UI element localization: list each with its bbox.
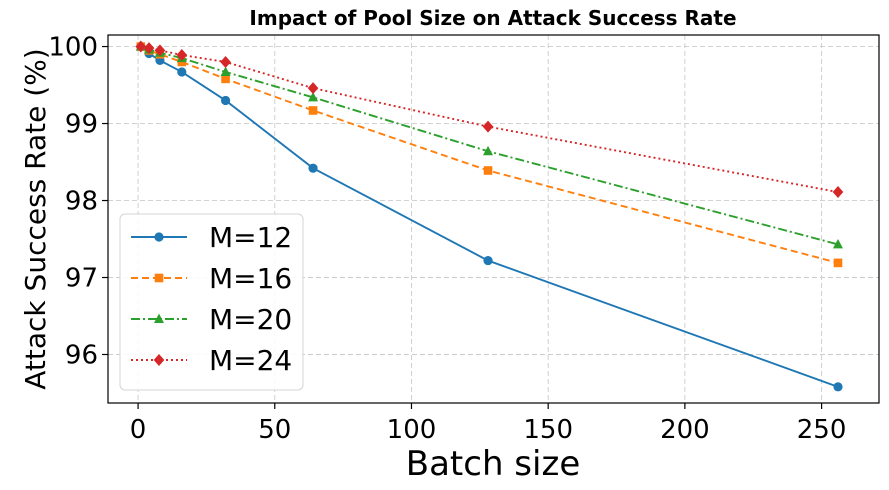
series-m-24 [135,40,844,199]
y-axis-label: Attack Success Rate (%) [19,48,52,389]
y-axis: 96 97 98 99 100 [48,33,108,370]
x-tick-label: 50 [258,415,291,445]
y-tick-label: 100 [48,33,98,63]
data-point [833,382,843,392]
data-point [220,95,231,106]
data-point [483,145,494,156]
data-point [308,163,318,173]
data-point [308,91,319,102]
data-point [482,120,494,133]
legend-marker [153,354,165,366]
x-tick-label: 150 [523,415,573,445]
legend-marker [154,232,164,242]
y-tick-label: 97 [65,264,98,294]
x-tick-label: 0 [130,415,147,445]
y-tick-label: 99 [65,110,98,140]
x-axis: 0 50 100 150 200 250 [130,403,847,445]
x-tick-label: 250 [797,415,847,445]
y-tick-label: 98 [65,187,98,217]
legend-label: M=24 [209,344,292,377]
plot-area [107,34,880,404]
chart-title: Impact of Pool Size on Attack Success Ra… [249,6,736,30]
data-point [220,66,231,76]
legend-marker [154,273,164,283]
data-point [177,67,187,77]
legend-label: M=20 [209,303,292,336]
x-tick-label: 100 [387,415,437,445]
data-point [308,106,318,115]
data-point [833,258,843,268]
data-point [176,49,188,62]
series-line [140,45,839,264]
data-point [483,166,493,175]
legend-marker [154,313,164,323]
data-point [220,55,231,68]
data-point [221,74,230,84]
x-tick-label: 200 [660,415,710,445]
legend-box [119,213,304,391]
data-point [154,44,166,57]
data-point [832,239,843,249]
y-tick-label: 96 [65,340,98,370]
legend: M=12 M=16 M=20 M=24 [119,213,304,391]
data-point [143,42,155,55]
legend-label: M=12 [209,221,292,254]
series-layer [135,40,844,392]
legend-label: M=16 [209,262,292,295]
data-point [135,40,147,53]
x-axis-label: Batch size [406,444,580,484]
data-point [483,255,493,266]
data-point [307,82,319,95]
data-point [832,186,844,199]
